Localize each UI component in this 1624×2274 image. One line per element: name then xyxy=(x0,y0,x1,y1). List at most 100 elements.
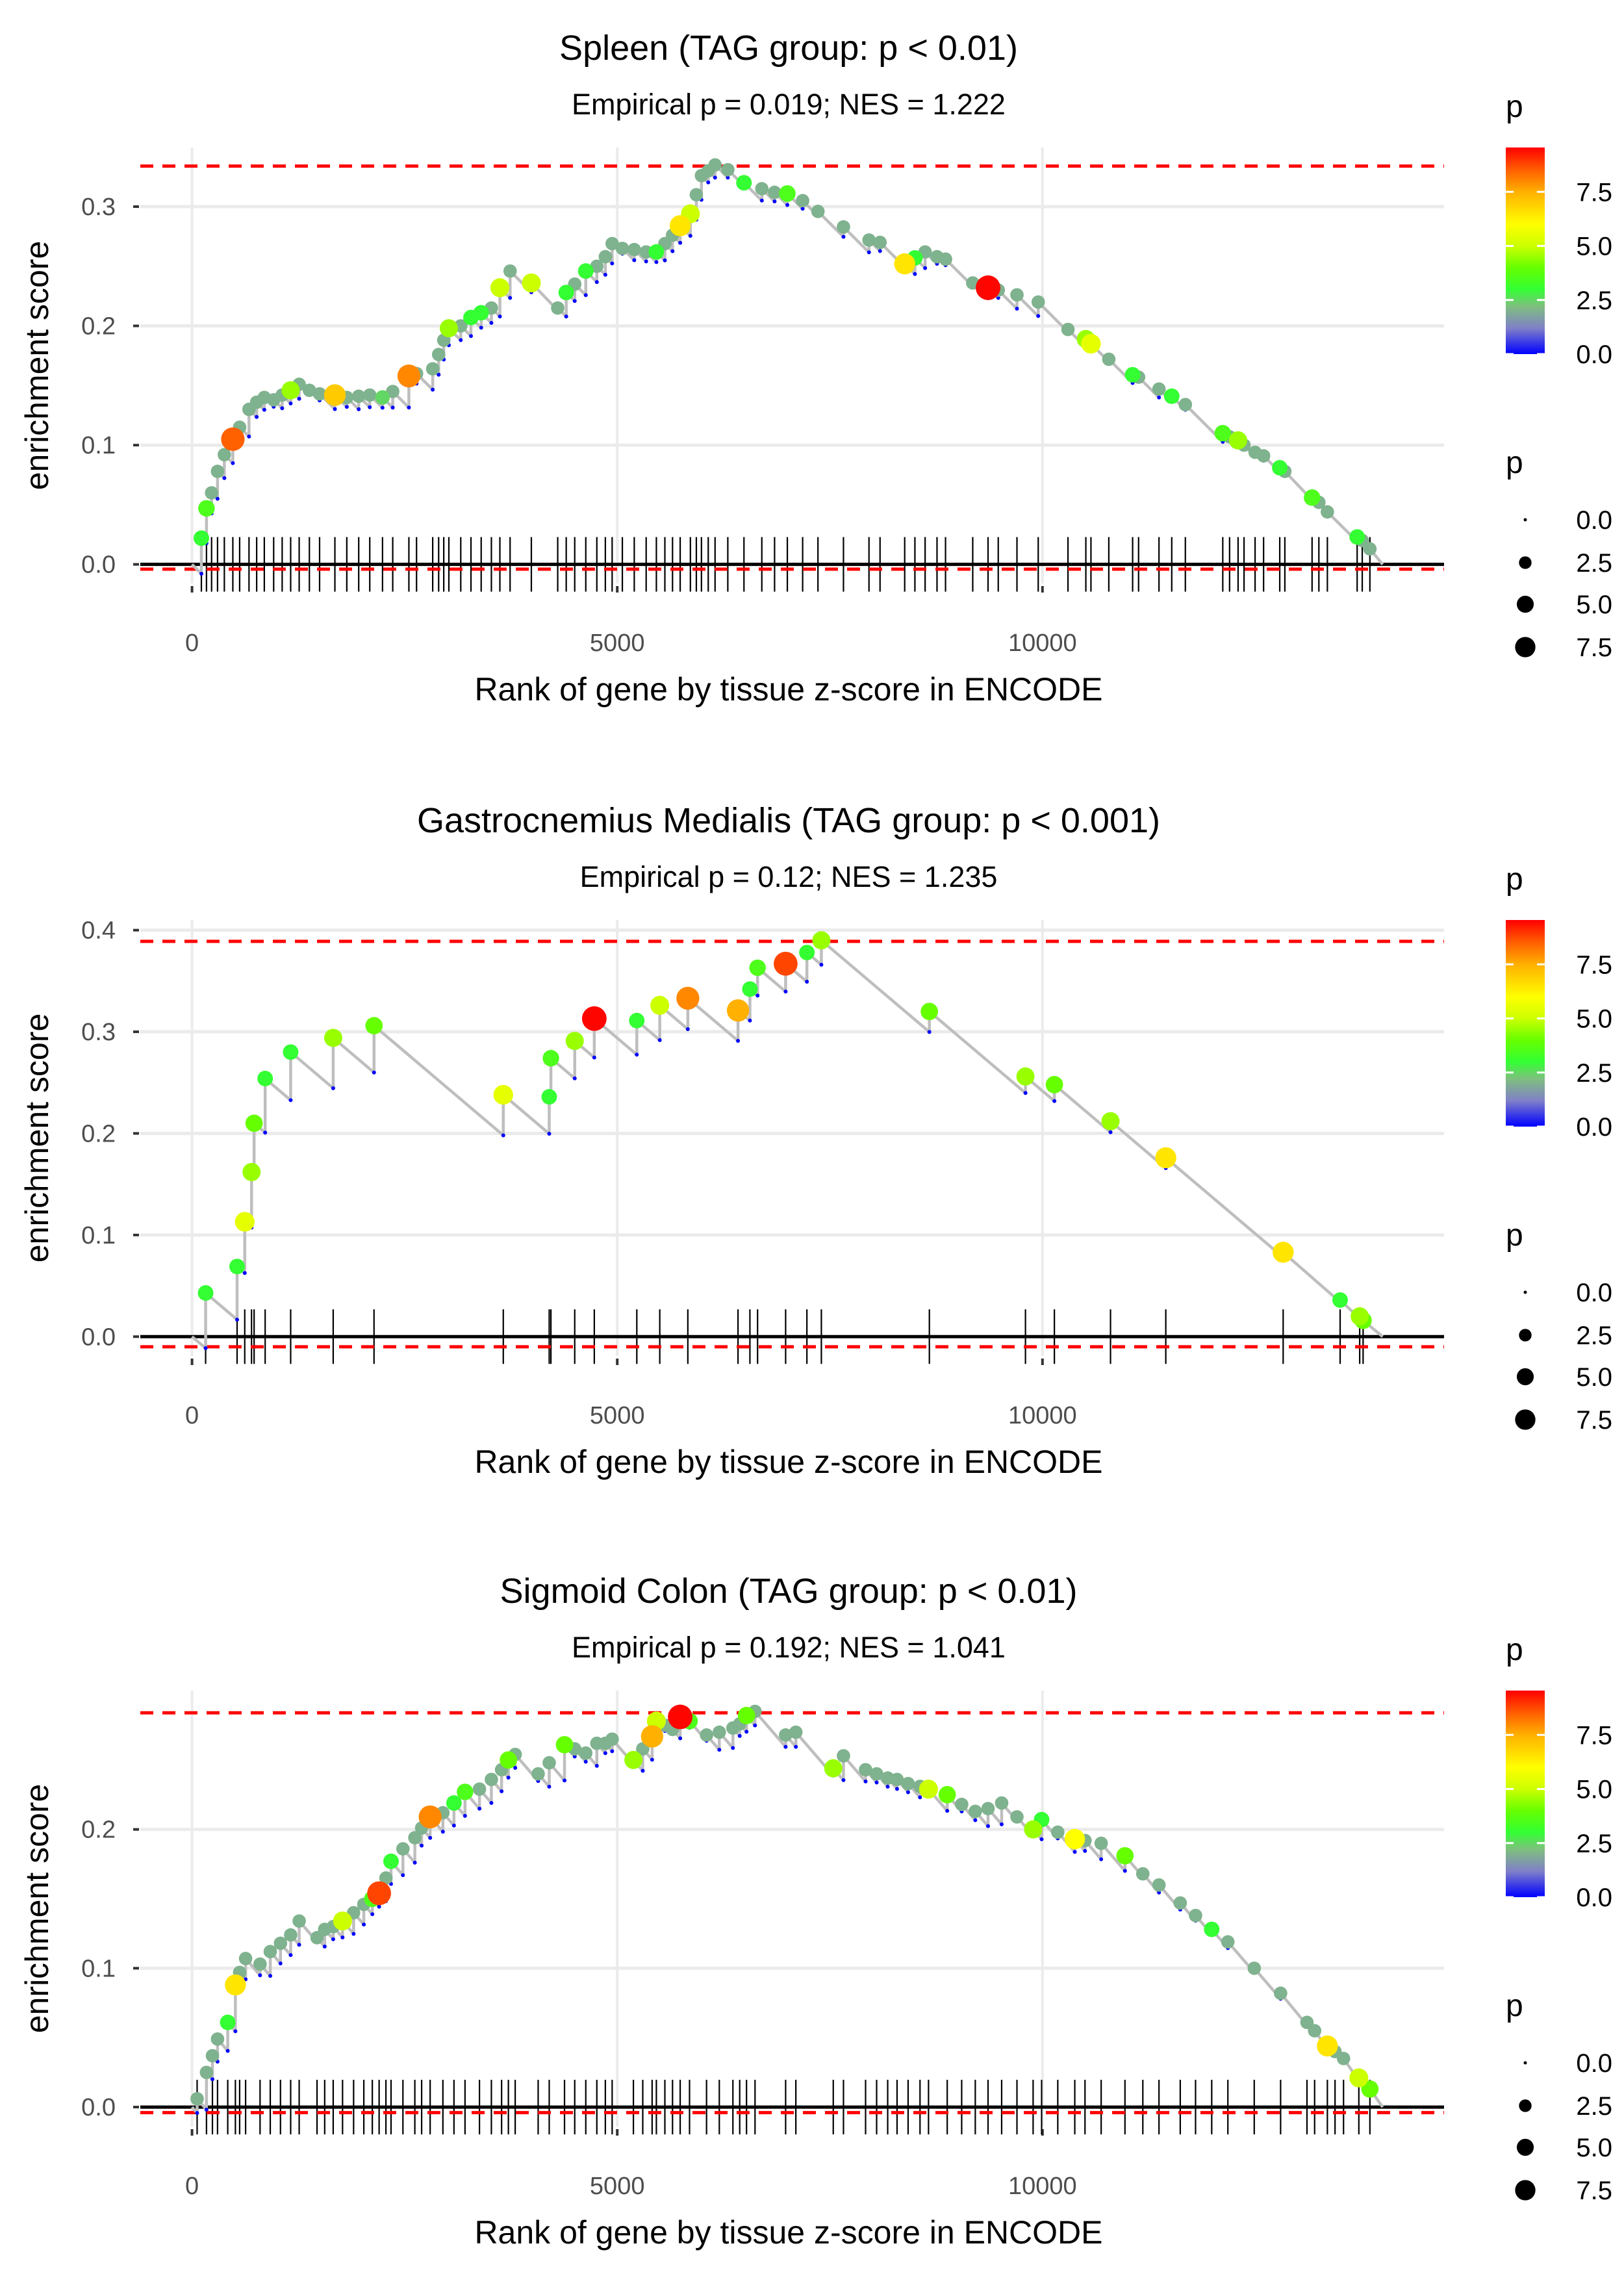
baseline-point xyxy=(654,260,659,264)
hit-point xyxy=(1204,1921,1220,1937)
baseline-point xyxy=(973,1818,978,1822)
hit-point xyxy=(1024,1820,1043,1839)
size-legend-label: 0.0 xyxy=(1576,2049,1612,2078)
colorbar-label: 7.5 xyxy=(1576,178,1612,207)
hit-point xyxy=(542,1050,559,1067)
y-tick-label: 0.0 xyxy=(81,1323,116,1351)
baseline-point xyxy=(235,1318,239,1322)
baseline-point xyxy=(572,1754,577,1759)
size-legend: p 0.0 2.5 5.0 7.5 xyxy=(1506,446,1612,662)
hit-point xyxy=(263,1945,277,1959)
hit-point xyxy=(969,1804,982,1819)
colorbar-label: 7.5 xyxy=(1576,1721,1612,1750)
hit-point xyxy=(551,301,565,315)
hit-point xyxy=(439,319,458,338)
baseline-point xyxy=(262,407,266,412)
colorbar xyxy=(1506,920,1545,1127)
size-legend-title: p xyxy=(1506,1218,1523,1253)
y-tick-label: 0.2 xyxy=(81,1817,116,1844)
baseline-point xyxy=(772,199,777,204)
baseline-point xyxy=(650,1757,654,1762)
baseline-point xyxy=(331,1937,335,1941)
hit-point xyxy=(1361,2080,1379,2098)
hit-point xyxy=(365,1017,383,1035)
baseline-point xyxy=(222,476,227,480)
baseline-point xyxy=(506,1775,511,1780)
hit-point xyxy=(542,1756,556,1770)
baseline-point xyxy=(632,258,637,262)
baseline-point xyxy=(258,1973,262,1978)
hit-point xyxy=(1336,2051,1351,2065)
hit-point xyxy=(472,1782,487,1796)
baseline-point xyxy=(195,2111,199,2115)
baseline-point xyxy=(1108,1130,1113,1134)
size-legend-dot xyxy=(1523,2061,1527,2065)
baseline-point xyxy=(501,1133,505,1138)
baseline-point xyxy=(670,249,675,253)
baseline-point xyxy=(1157,1890,1161,1895)
color-legend-title: p xyxy=(1506,862,1523,897)
hit-point xyxy=(312,387,327,401)
chart-title: Sigmoid Colon (TAG group: p < 0.01) xyxy=(500,1572,1078,1611)
hit-point xyxy=(1189,1908,1202,1923)
hit-point xyxy=(712,1725,726,1739)
baseline-point xyxy=(513,1765,518,1770)
colorbar-label: 2.5 xyxy=(1576,1059,1612,1088)
hit-point xyxy=(1102,352,1116,366)
hit-point xyxy=(198,500,215,517)
baseline-point xyxy=(263,1131,268,1135)
hit-point xyxy=(870,1767,883,1781)
baseline-point xyxy=(800,207,805,211)
chart-title: Spleen (TAG group: p < 0.01) xyxy=(559,29,1018,68)
hit-point xyxy=(995,1796,1009,1810)
size-legend-label: 2.5 xyxy=(1576,2092,1612,2121)
hit-point xyxy=(837,220,850,234)
baseline-point xyxy=(199,571,204,576)
baseline-point xyxy=(1157,395,1161,400)
baseline-point xyxy=(469,334,474,339)
hit-point xyxy=(1317,2035,1338,2057)
hit-point xyxy=(1031,295,1045,309)
baseline-point xyxy=(440,1830,445,1834)
size-legend-title: p xyxy=(1506,1989,1523,2023)
x-tick-label: 5000 xyxy=(590,2173,645,2200)
hit-point xyxy=(283,1044,299,1060)
hit-point xyxy=(242,1162,261,1181)
baseline-point xyxy=(297,396,301,401)
baseline-point xyxy=(340,1935,345,1939)
colorbar xyxy=(1506,147,1545,354)
size-legend-dot xyxy=(1516,595,1534,613)
hit-point xyxy=(210,2032,225,2046)
chart-title: Gastrocnemius Medialis (TAG group: p < 0… xyxy=(417,801,1160,840)
baseline-point xyxy=(331,1086,335,1090)
hit-point xyxy=(755,182,769,196)
hit-point xyxy=(418,1805,442,1829)
baseline-point xyxy=(351,1932,356,1936)
baseline-point xyxy=(247,434,251,439)
hit-point xyxy=(624,1750,643,1769)
baseline-point xyxy=(583,293,588,298)
hit-point xyxy=(1064,1828,1085,1850)
x-tick-label: 5000 xyxy=(590,1402,645,1429)
hit-point xyxy=(473,305,489,321)
hit-point xyxy=(457,1783,474,1800)
baseline-point xyxy=(459,338,463,342)
hit-point xyxy=(1228,431,1247,450)
baseline-point xyxy=(678,1736,683,1741)
hit-point xyxy=(351,389,366,403)
baseline-point xyxy=(297,1943,301,1947)
hit-point xyxy=(789,1725,803,1739)
baseline-point xyxy=(377,1904,381,1909)
hit-point xyxy=(333,1911,352,1931)
running-enrichment-line xyxy=(190,1709,1384,2115)
baseline-point xyxy=(594,280,599,285)
baseline-point xyxy=(610,1749,615,1754)
hit-point xyxy=(581,1006,607,1031)
hit-point xyxy=(531,1767,545,1781)
baseline-point xyxy=(1072,1850,1077,1854)
baseline-point xyxy=(344,405,349,409)
hit-point xyxy=(1308,2024,1322,2038)
baseline-point xyxy=(731,1746,735,1750)
hit-point xyxy=(737,1707,755,1724)
